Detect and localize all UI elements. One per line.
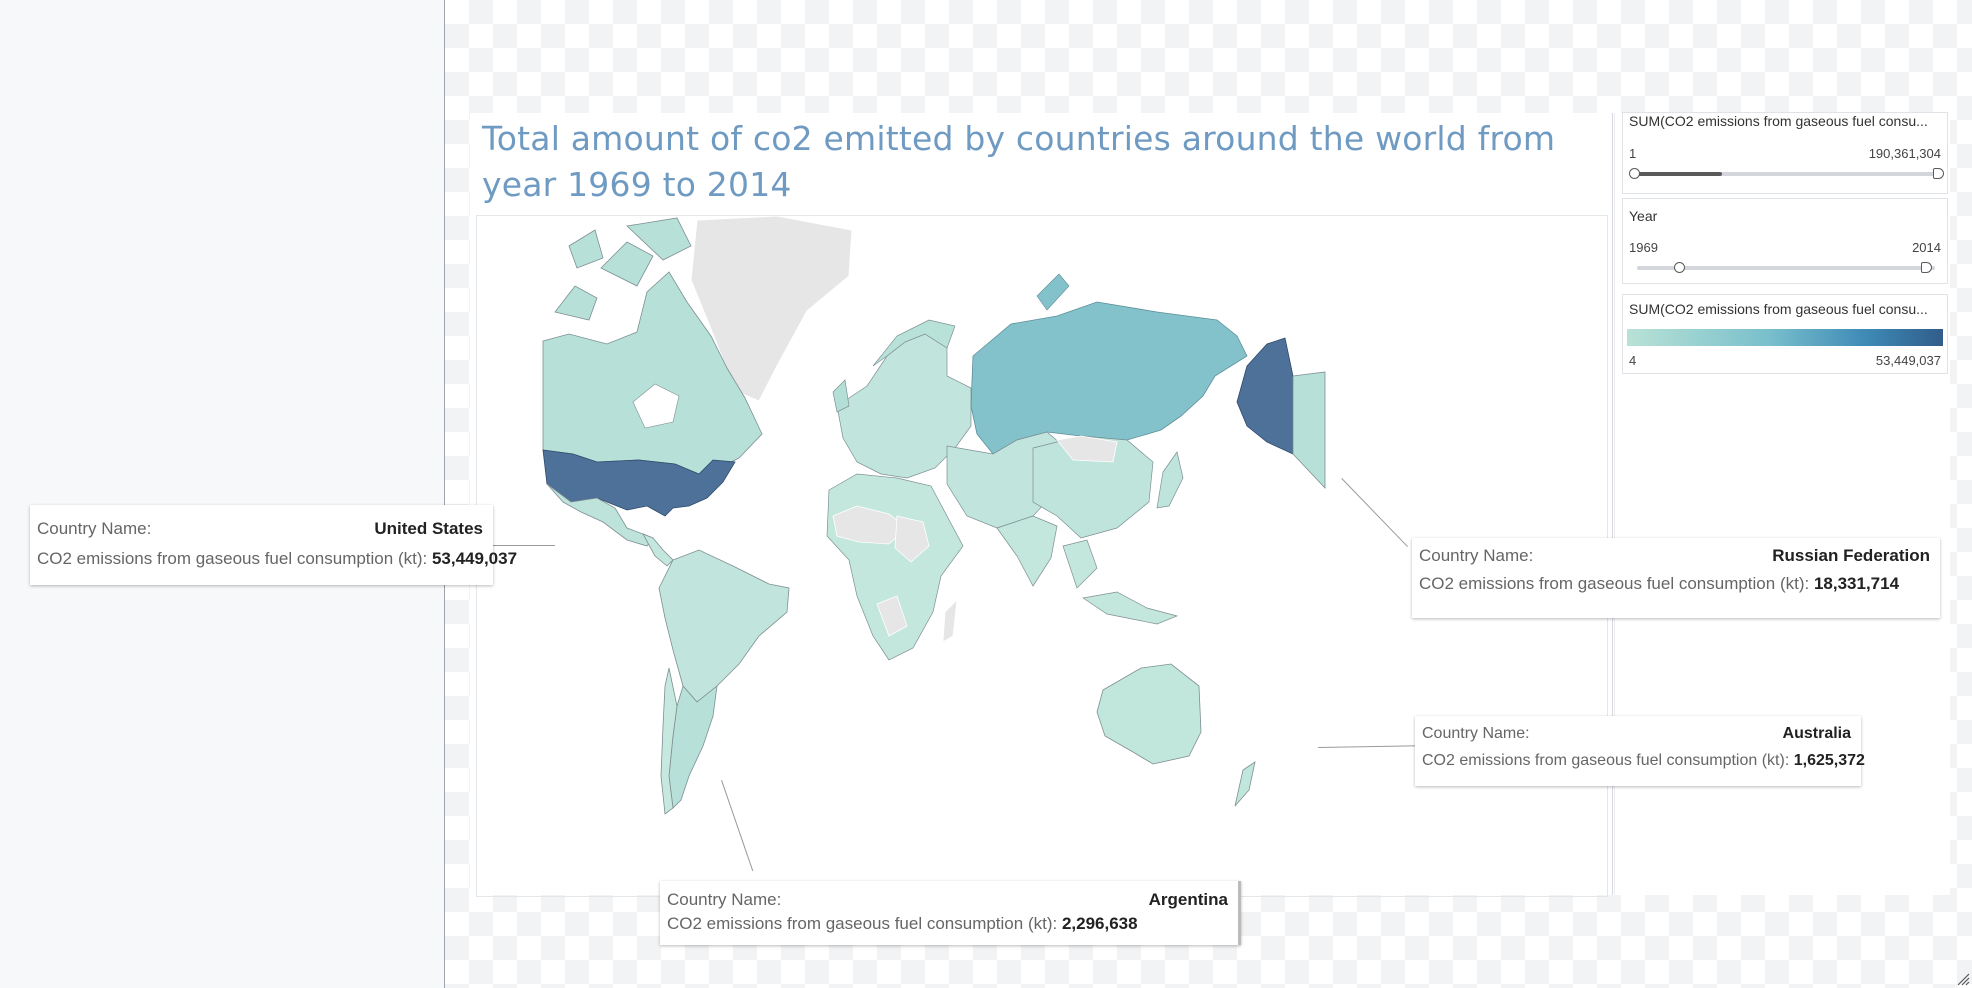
year-filter-max: 2014 bbox=[1912, 240, 1941, 255]
year-filter[interactable]: Year 1969 2014 bbox=[1622, 198, 1948, 284]
tooltip-country-name: Russian Federation bbox=[1772, 546, 1930, 565]
map-australia[interactable] bbox=[1096, 663, 1202, 765]
map-central-africa-nodata bbox=[876, 515, 930, 637]
dashboard-title: Total amount of co2 emitted by countries… bbox=[482, 119, 1556, 204]
map-new-zealand[interactable] bbox=[1234, 761, 1256, 807]
tooltip-country-label: Country Name: bbox=[1422, 725, 1530, 742]
map-novaya-zemlya[interactable] bbox=[1036, 273, 1070, 311]
tooltip-argentina: Country Name: Argentina CO2 emissions fr… bbox=[660, 881, 1241, 945]
tooltip-country-name: Argentina bbox=[1148, 890, 1228, 909]
emissions-filter-max: 190,361,304 bbox=[1868, 146, 1941, 161]
tooltip-country-label: Country Name: bbox=[37, 519, 152, 538]
map-japan[interactable] bbox=[1156, 451, 1184, 509]
tooltip-metric-label: CO2 emissions from gaseous fuel consumpt… bbox=[37, 549, 428, 568]
emissions-filter-min: 1 bbox=[1629, 146, 1637, 161]
world-map[interactable] bbox=[476, 215, 1608, 897]
map-hudson-bay bbox=[632, 383, 680, 429]
tooltip-leader-us bbox=[493, 545, 555, 546]
color-legend-min: 4 bbox=[1629, 353, 1637, 368]
year-filter-title: Year bbox=[1629, 208, 1658, 224]
map-uk[interactable] bbox=[832, 379, 850, 413]
tooltip-country-name: Australia bbox=[1782, 725, 1851, 742]
emissions-range-filter[interactable]: SUM(CO2 emissions from gaseous fuel cons… bbox=[1622, 112, 1948, 194]
color-gradient-bar bbox=[1627, 329, 1943, 346]
emissions-slider-track[interactable] bbox=[1633, 172, 1939, 176]
tooltip-metric-label: CO2 emissions from gaseous fuel consumpt… bbox=[667, 914, 1058, 933]
map-svg bbox=[542, 216, 1326, 815]
map-russian-federation[interactable] bbox=[970, 301, 1248, 455]
year-slider-min-handle[interactable] bbox=[1674, 262, 1685, 273]
resize-grip-icon[interactable] bbox=[1956, 972, 1970, 986]
tooltip-australia: Country Name: Australia CO2 emissions fr… bbox=[1415, 716, 1865, 786]
map-greenland[interactable] bbox=[690, 216, 853, 402]
year-slider-max-handle[interactable] bbox=[1921, 262, 1932, 273]
tooltip-country-label: Country Name: bbox=[1419, 546, 1534, 565]
tooltip-country-name: United States bbox=[374, 519, 483, 538]
tooltip-united-states: Country Name: United States CO2 emission… bbox=[30, 505, 517, 585]
map-mongolia bbox=[1056, 435, 1118, 463]
map-yukon-strip[interactable] bbox=[1292, 371, 1326, 490]
map-southeast-asia[interactable] bbox=[1062, 539, 1179, 625]
year-filter-min: 1969 bbox=[1629, 240, 1658, 255]
separator bbox=[1612, 113, 1613, 895]
map-scandinavia[interactable] bbox=[872, 319, 956, 367]
tooltip-metric-value: 18,331,714 bbox=[1813, 574, 1900, 593]
tooltip-russian-federation: Country Name: Russian Federation CO2 emi… bbox=[1412, 538, 1940, 618]
map-south-america[interactable] bbox=[658, 549, 790, 703]
map-madagascar bbox=[942, 598, 958, 643]
map-chile[interactable] bbox=[660, 667, 678, 815]
color-legend: SUM(CO2 emissions from gaseous fuel cons… bbox=[1622, 294, 1948, 374]
tooltip-metric-value: 2,296,638 bbox=[1061, 914, 1138, 933]
left-pane bbox=[0, 0, 445, 988]
separator bbox=[1614, 113, 1615, 895]
emissions-slider-fill bbox=[1633, 172, 1722, 176]
map-india[interactable] bbox=[996, 515, 1058, 587]
tooltip-country-label: Country Name: bbox=[667, 890, 782, 909]
tooltip-metric-label: CO2 emissions from gaseous fuel consumpt… bbox=[1422, 752, 1790, 769]
map-china[interactable] bbox=[1032, 435, 1154, 539]
color-legend-max: 53,449,037 bbox=[1875, 353, 1941, 368]
map-central-america[interactable] bbox=[642, 533, 674, 567]
emissions-slider-max-handle[interactable] bbox=[1933, 168, 1944, 179]
color-legend-title: SUM(CO2 emissions from gaseous fuel cons… bbox=[1629, 301, 1928, 317]
map-arctic-islands[interactable] bbox=[554, 217, 692, 321]
emissions-slider-min-handle[interactable] bbox=[1629, 168, 1640, 179]
tooltip-metric-value: 1,625,372 bbox=[1793, 752, 1865, 769]
tooltip-metric-label: CO2 emissions from gaseous fuel consumpt… bbox=[1419, 574, 1810, 593]
emissions-filter-title: SUM(CO2 emissions from gaseous fuel cons… bbox=[1629, 113, 1928, 129]
year-slider-track[interactable] bbox=[1637, 266, 1935, 270]
tooltip-metric-value: 53,449,037 bbox=[431, 549, 518, 568]
